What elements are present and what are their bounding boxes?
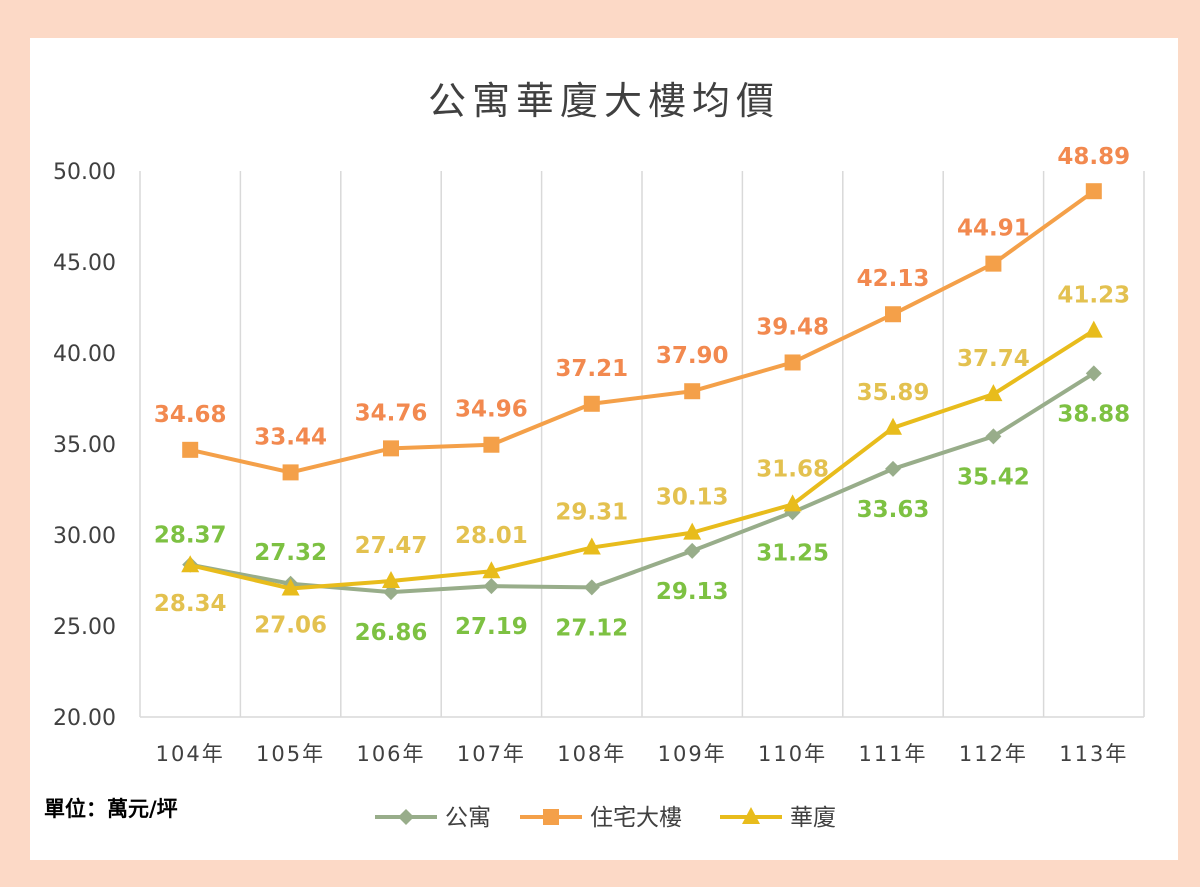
data-label: 48.89	[1057, 144, 1130, 170]
x-tick-label: 108年	[557, 742, 626, 766]
series-line	[189, 328, 1095, 591]
point-marker	[282, 464, 299, 481]
data-label: 38.88	[1057, 401, 1130, 427]
data-label: 33.63	[857, 497, 930, 523]
data-labels: 28.37 27.32 26.86 27.19 27.12 29.13 31.25 33.63…	[154, 144, 1130, 646]
data-label: 28.37	[154, 523, 227, 549]
data-label: 28.34	[154, 591, 227, 617]
y-tick-label: 30.00	[53, 524, 116, 549]
legend-item: 公寓	[375, 805, 491, 831]
point-marker	[382, 571, 400, 589]
point-marker	[543, 809, 559, 825]
legend-item: 住宅大樓	[520, 805, 682, 831]
point-marker	[482, 561, 501, 579]
point-marker	[182, 441, 199, 458]
y-tick-label: 20.00	[53, 706, 116, 731]
x-tick-label: 112年	[959, 742, 1028, 766]
data-label: 27.47	[355, 533, 428, 559]
data-label: 37.21	[555, 356, 628, 382]
legend-label: 住宅大樓	[590, 805, 682, 831]
x-tick-label: 111年	[858, 742, 927, 766]
data-label: 28.01	[455, 523, 528, 549]
point-marker	[985, 428, 1002, 445]
data-label: 27.12	[555, 615, 628, 641]
point-marker	[383, 440, 399, 457]
data-label: 29.31	[555, 500, 628, 526]
data-label: 31.68	[756, 456, 829, 482]
chart-title: 公寓華廈大樓均價	[428, 79, 780, 123]
data-label: 27.19	[455, 614, 528, 640]
x-tick-label: 107年	[457, 742, 526, 766]
point-marker	[281, 578, 300, 596]
axes: 20.00 25.00 30.00 35.00 40.00 45.00 50.00 104年 1…	[53, 160, 1144, 766]
chart-frame: 公寓華廈大樓均價 20.00 25.00 30.00 35.00 40.00 45.00 5…	[30, 38, 1178, 860]
line-chart: 公寓華廈大樓均價 20.00 25.00 30.00 35.00 40.00 45.00 5…	[44, 79, 1145, 831]
legend: 公寓 住宅大樓 華廈	[375, 805, 836, 831]
data-label: 31.25	[756, 540, 829, 566]
point-marker	[783, 494, 802, 512]
point-marker	[684, 383, 701, 400]
point-marker	[885, 306, 901, 323]
point-marker	[884, 417, 902, 435]
point-marker	[583, 395, 600, 412]
point-marker	[1084, 320, 1103, 338]
y-tick-label: 45.00	[53, 251, 116, 276]
point-marker	[984, 384, 1003, 402]
data-label: 26.86	[355, 620, 428, 646]
y-tick-label: 50.00	[53, 160, 116, 185]
point-marker	[684, 542, 701, 559]
point-marker	[383, 584, 399, 601]
data-label: 35.89	[857, 380, 930, 406]
series-lines	[181, 183, 1103, 601]
grid-lines	[239, 171, 1145, 717]
series-line	[189, 189, 1095, 475]
x-tick-label: 109年	[658, 742, 727, 766]
data-label: 27.06	[254, 613, 327, 639]
series-line	[189, 371, 1095, 595]
point-marker	[1085, 183, 1102, 200]
x-tick-label: 110年	[758, 742, 827, 766]
point-marker	[1085, 365, 1102, 382]
x-tick-label: 105年	[256, 742, 325, 766]
data-label: 34.76	[355, 400, 428, 426]
point-marker	[582, 537, 601, 555]
data-label: 44.91	[957, 216, 1030, 242]
y-tick-label: 35.00	[53, 433, 116, 458]
data-label: 30.13	[656, 485, 729, 511]
point-marker	[181, 555, 200, 573]
data-label: 37.90	[656, 343, 729, 369]
data-label: 33.44	[254, 424, 327, 450]
point-marker	[784, 354, 801, 371]
x-tick-label: 104年	[156, 742, 225, 766]
legend-item: 華廈	[720, 805, 836, 831]
point-marker	[483, 436, 500, 453]
point-marker	[583, 579, 600, 596]
y-tick-label: 40.00	[53, 342, 116, 367]
data-label: 27.32	[254, 540, 327, 566]
point-marker	[683, 522, 702, 540]
data-label: 34.96	[455, 397, 528, 423]
legend-label: 公寓	[445, 805, 491, 831]
data-label: 39.48	[756, 314, 829, 340]
data-label: 34.68	[154, 402, 227, 428]
data-label: 41.23	[1057, 283, 1130, 309]
point-marker	[483, 578, 500, 595]
data-label: 35.42	[957, 464, 1030, 490]
data-label: 29.13	[656, 579, 729, 605]
point-marker	[742, 807, 760, 824]
x-tick-label: 113年	[1059, 742, 1128, 766]
legend-label: 華廈	[790, 805, 836, 831]
x-tick-label: 106年	[356, 742, 425, 766]
point-marker	[985, 255, 1002, 272]
data-label: 42.13	[857, 266, 930, 292]
data-label: 37.74	[957, 346, 1030, 372]
unit-note: 單位：萬元/坪	[44, 797, 178, 821]
y-tick-label: 25.00	[53, 615, 116, 640]
point-marker	[885, 460, 901, 477]
point-marker	[398, 809, 414, 825]
